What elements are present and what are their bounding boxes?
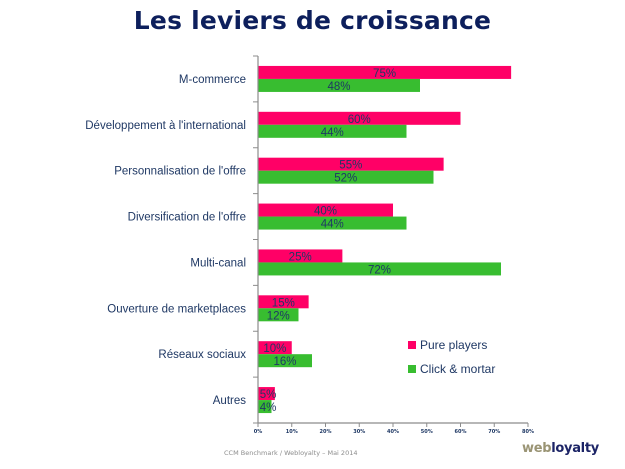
value-label: 44% xyxy=(321,127,344,139)
value-label: 5% xyxy=(260,389,277,401)
value-label: 16% xyxy=(273,356,296,368)
x-tick-label: 0% xyxy=(254,429,263,435)
legend-label: Pure players xyxy=(420,338,487,352)
bar-click-mortar xyxy=(258,78,420,92)
bar-pure-players xyxy=(258,249,343,263)
bar-pure-players xyxy=(258,203,393,217)
bar-pure-players xyxy=(258,65,512,79)
category-label: Réseaux sociaux xyxy=(158,349,246,361)
value-label: 10% xyxy=(263,343,286,355)
value-label: 72% xyxy=(368,264,391,276)
x-tick-label: 30% xyxy=(353,429,365,435)
category-label: Multi-canal xyxy=(190,257,246,269)
value-label: 55% xyxy=(339,160,362,172)
bar-click-mortar xyxy=(258,354,312,368)
bar-click-mortar xyxy=(258,262,501,276)
bar-pure-players xyxy=(258,157,444,171)
x-tick-label: 80% xyxy=(522,429,534,435)
logo-part-web: web xyxy=(522,441,552,456)
value-label: 40% xyxy=(314,206,337,218)
x-tick-label: 40% xyxy=(387,429,399,435)
bar-click-mortar xyxy=(258,170,434,184)
chart-title: Les leviers de croissance xyxy=(133,6,492,35)
x-tick-label: 70% xyxy=(488,429,500,435)
value-label: 60% xyxy=(348,114,371,126)
value-label: 75% xyxy=(373,68,396,80)
value-label: 44% xyxy=(321,219,344,231)
category-label: Personnalisation de l'offre xyxy=(114,166,246,178)
bar-click-mortar xyxy=(258,124,407,138)
x-tick-label: 10% xyxy=(286,429,298,435)
category-label: Diversification de l'offre xyxy=(128,212,246,224)
value-label: 25% xyxy=(289,251,312,263)
x-tick-label: 20% xyxy=(320,429,332,435)
value-label: 4% xyxy=(260,402,277,414)
axes xyxy=(253,55,529,427)
bar-pure-players xyxy=(258,111,461,125)
legend-swatch xyxy=(408,365,416,373)
x-tick-labels: 0% 10% 20% 30% 40% 50% 60% 70% 80% xyxy=(254,429,534,435)
category-labels: M-commerce Développement à l'internationa… xyxy=(85,74,246,407)
bars xyxy=(258,65,512,414)
logo-part-loyalty: loyalty xyxy=(551,441,599,456)
x-tick-label: 60% xyxy=(455,429,467,435)
value-label: 15% xyxy=(272,297,295,309)
category-label: Ouverture de marketplaces xyxy=(107,303,246,315)
legend-swatch xyxy=(408,341,416,349)
source-note: CCM Benchmark / Webloyalty – Mai 2014 xyxy=(224,449,358,457)
bar-pure-players xyxy=(258,295,309,309)
category-label: M-commerce xyxy=(179,74,246,86)
value-label: 12% xyxy=(267,310,290,322)
legend: Pure players Click & mortar xyxy=(408,338,495,376)
value-labels: 75%48%60%44%55%52%40%44%25%72%15%12%10%1… xyxy=(260,68,396,414)
x-tick-label: 50% xyxy=(421,429,433,435)
category-label: Développement à l'international xyxy=(85,120,246,132)
bar-click-mortar xyxy=(258,216,407,230)
value-label: 52% xyxy=(334,173,357,185)
webloyalty-logo: webloyalty xyxy=(522,441,599,456)
legend-label: Click & mortar xyxy=(420,362,495,376)
bar-pure-players xyxy=(258,341,292,355)
value-label: 48% xyxy=(327,81,350,93)
bar-click-mortar xyxy=(258,308,299,322)
bar-pure-players xyxy=(258,387,275,401)
bar-click-mortar xyxy=(258,400,272,414)
category-label: Autres xyxy=(213,395,246,407)
